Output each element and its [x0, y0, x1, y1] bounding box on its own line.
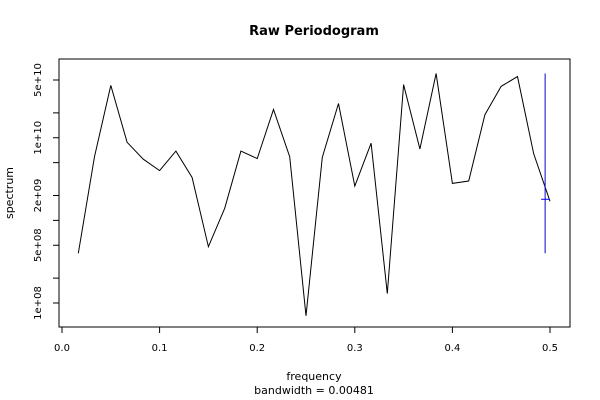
y-tick-label: 1e+10 — [33, 121, 44, 155]
series-line-0 — [77, 73, 551, 316]
x-axis-label: frequency — [286, 370, 342, 383]
x-axis: 0.0 0.1 0.2 0.3 0.4 0.5 — [54, 326, 558, 354]
x-tick-label: 0.5 — [542, 343, 558, 354]
x-tick-label: 0.4 — [444, 343, 460, 354]
chart-title: Raw Periodogram — [249, 24, 379, 39]
x-tick-label: 0.0 — [54, 343, 70, 354]
x-tick-label: 0.2 — [249, 343, 265, 354]
y-tick-label: 5e+10 — [33, 63, 44, 97]
x-tick-label: 0.1 — [152, 343, 168, 354]
x-axis-sublabel: bandwidth = 0.00481 — [254, 384, 374, 397]
y-axis-label: spectrum — [3, 167, 16, 219]
y-tick-label: 5e+08 — [33, 228, 44, 262]
x-tick-label: 0.3 — [347, 343, 363, 354]
series-layer — [77, 73, 551, 316]
y-tick-label: 2e+09 — [33, 179, 44, 213]
y-tick-label: 1e+08 — [33, 286, 44, 320]
confidence-interval-bar — [541, 73, 550, 254]
y-axis: 1e+08 5e+08 2e+09 1e+10 5e+10 — [33, 63, 60, 320]
